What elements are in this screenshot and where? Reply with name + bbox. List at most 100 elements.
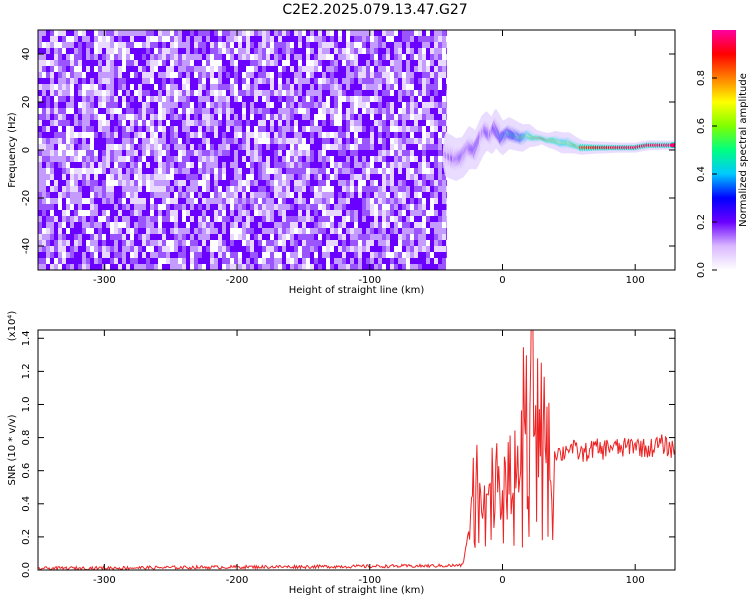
noise-cell — [406, 36, 410, 45]
noise-cell — [290, 54, 294, 60]
noise-cell — [98, 138, 102, 144]
noise-cell — [430, 210, 434, 216]
noise-cell — [282, 144, 286, 150]
noise-cell — [274, 120, 278, 129]
noise-cell — [238, 246, 242, 255]
noise-cell — [174, 258, 178, 264]
noise-cell — [246, 54, 250, 60]
noise-cell — [302, 216, 306, 225]
noise-cell — [334, 114, 338, 123]
noise-cell — [206, 126, 210, 135]
noise-cell — [366, 186, 370, 195]
noise-cell — [142, 192, 146, 201]
noise-cell — [54, 258, 58, 267]
noise-cell — [206, 174, 210, 180]
noise-cell — [358, 252, 362, 258]
noise-cell — [378, 186, 382, 192]
noise-cell — [378, 156, 382, 162]
noise-cell — [50, 252, 54, 261]
noise-cell — [402, 138, 406, 144]
noise-cell — [442, 234, 446, 240]
noise-cell — [422, 186, 426, 192]
noise-cell — [226, 198, 230, 207]
noise-cell — [222, 252, 226, 261]
noise-cell — [218, 120, 222, 126]
noise-cell — [218, 66, 222, 72]
noise-cell — [118, 156, 122, 162]
noise-cell — [218, 60, 222, 69]
noise-cell — [290, 198, 294, 204]
noise-cell — [186, 216, 190, 225]
noise-cell — [214, 60, 218, 69]
noise-cell — [270, 48, 274, 54]
noise-cell — [186, 78, 190, 84]
noise-cell — [154, 246, 158, 252]
noise-cell — [98, 36, 102, 45]
noise-cell — [82, 216, 86, 222]
noise-cell — [106, 114, 110, 120]
noise-cell — [150, 114, 154, 123]
noise-cell — [42, 114, 46, 120]
noise-cell — [366, 192, 370, 201]
noise-cell — [422, 54, 426, 60]
noise-cell — [46, 42, 50, 48]
noise-cell — [442, 90, 446, 99]
noise-cell — [350, 120, 354, 126]
noise-cell — [406, 186, 410, 192]
noise-cell — [322, 258, 326, 267]
noise-cell — [54, 102, 58, 108]
noise-cell — [234, 216, 238, 222]
noise-cell — [406, 66, 410, 72]
noise-cell — [218, 36, 222, 45]
noise-cell — [286, 126, 290, 132]
noise-cell — [418, 204, 422, 210]
noise-cell — [162, 246, 166, 255]
noise-cell — [426, 156, 430, 165]
noise-cell — [398, 222, 402, 231]
noise-cell — [246, 96, 250, 102]
noise-cell — [350, 66, 354, 72]
noise-cell — [382, 174, 386, 180]
noise-cell — [118, 96, 122, 102]
noise-cell — [102, 90, 106, 96]
noise-cell — [374, 204, 378, 213]
noise-cell — [370, 114, 374, 120]
noise-cell — [434, 144, 438, 150]
noise-cell — [210, 246, 214, 252]
noise-cell — [410, 60, 414, 66]
noise-cell — [438, 90, 442, 96]
noise-cell — [290, 126, 294, 132]
noise-cell — [302, 138, 306, 147]
noise-cell — [190, 126, 194, 135]
noise-cell — [370, 66, 374, 72]
noise-cell — [402, 204, 406, 210]
noise-cell — [426, 174, 430, 180]
noise-cell — [62, 222, 66, 228]
noise-cell — [62, 126, 66, 132]
noise-cell — [110, 120, 114, 129]
noise-cell — [374, 228, 378, 234]
noise-cell — [130, 246, 134, 252]
noise-cell — [170, 150, 174, 159]
noise-cell — [398, 156, 402, 165]
noise-cell — [166, 102, 170, 108]
noise-cell — [442, 48, 446, 57]
noise-cell — [178, 222, 182, 228]
noise-cell — [314, 210, 318, 216]
noise-cell — [198, 210, 202, 216]
noise-cell — [362, 240, 366, 249]
noise-cell — [58, 48, 62, 54]
noise-cell — [414, 198, 418, 204]
noise-cell — [230, 234, 234, 240]
noise-cell — [386, 36, 390, 42]
noise-cell — [130, 120, 134, 126]
noise-cell — [414, 210, 418, 216]
noise-cell — [126, 96, 130, 105]
noise-cell — [186, 258, 190, 264]
noise-cell — [258, 162, 262, 168]
noise-cell — [278, 240, 282, 246]
noise-cell — [282, 36, 286, 42]
noise-cell — [346, 48, 350, 57]
noise-cell — [178, 84, 182, 90]
noise-cell — [142, 168, 146, 174]
